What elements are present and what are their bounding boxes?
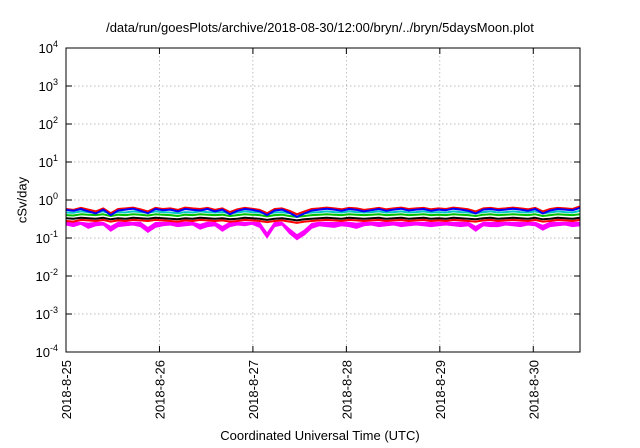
grid <box>65 48 580 352</box>
x-tick-label: 2018-8-27 <box>246 360 261 419</box>
y-tick-label: 10-4 <box>36 343 58 360</box>
x-tick-label: 2018-8-28 <box>339 360 354 419</box>
y-tick-label: 102 <box>39 115 58 132</box>
chart-title: /data/run/goesPlots/archive/2018-08-30/1… <box>106 20 534 35</box>
series-line-1 <box>65 218 581 224</box>
series-line-6 <box>65 206 581 218</box>
y-tick-label: 103 <box>39 77 58 94</box>
y-tick-label: 10-1 <box>36 229 58 246</box>
series-line-3 <box>65 213 581 218</box>
tick-marks <box>65 47 580 353</box>
y-tick-label: 10-3 <box>36 305 58 322</box>
y-tick-label: 10-2 <box>36 267 58 284</box>
x-tick-label: 2018-8-26 <box>152 360 167 419</box>
y-tick-label: 101 <box>39 153 58 170</box>
series-group <box>65 205 581 241</box>
series-line-5 <box>65 205 581 216</box>
series-line-2 <box>65 216 581 222</box>
y-tick-label: 100 <box>39 191 58 208</box>
y-axis-label: cSv/day <box>14 176 30 224</box>
x-tick-labels: 2018-8-25 2018-8-26 2018-8-27 2018-8-28 2018… <box>59 360 541 419</box>
x-axis-label: Coordinated Universal Time (UTC) <box>220 428 420 443</box>
x-tick-label: 2018-8-30 <box>526 360 541 419</box>
y-tick-label: 104 <box>39 39 58 56</box>
x-tick-label: 2018-8-25 <box>59 360 74 419</box>
x-tick-label: 2018-8-29 <box>433 360 448 419</box>
series-band-0 <box>65 221 581 241</box>
y-tick-labels: 10-4 10-3 10-2 10-1 100 101 102 103 104 <box>36 39 58 360</box>
